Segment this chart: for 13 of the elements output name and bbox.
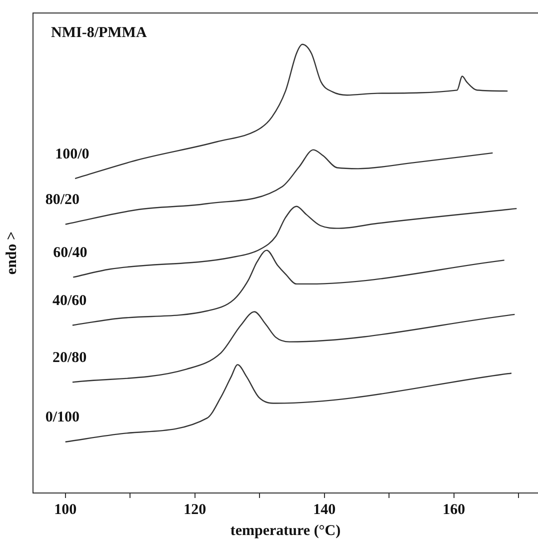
series-label: 40/60 (52, 293, 87, 310)
y-axis-title: endo > (4, 231, 20, 275)
series-label: 60/40 (53, 245, 88, 262)
series-label: 100/0 (55, 146, 90, 162)
series-label: 0/100 (45, 410, 80, 426)
x-tick-label: 140 (313, 502, 336, 518)
x-axis-title: temperature (°C) (230, 522, 341, 539)
x-tick-label: 160 (442, 502, 466, 518)
series-label: 80/20 (45, 192, 80, 208)
series-label: 20/80 (52, 350, 87, 366)
x-tick-label: 100 (54, 502, 77, 518)
chart-title: NMI-8/PMMA (51, 24, 147, 41)
x-tick-label: 120 (184, 502, 206, 518)
